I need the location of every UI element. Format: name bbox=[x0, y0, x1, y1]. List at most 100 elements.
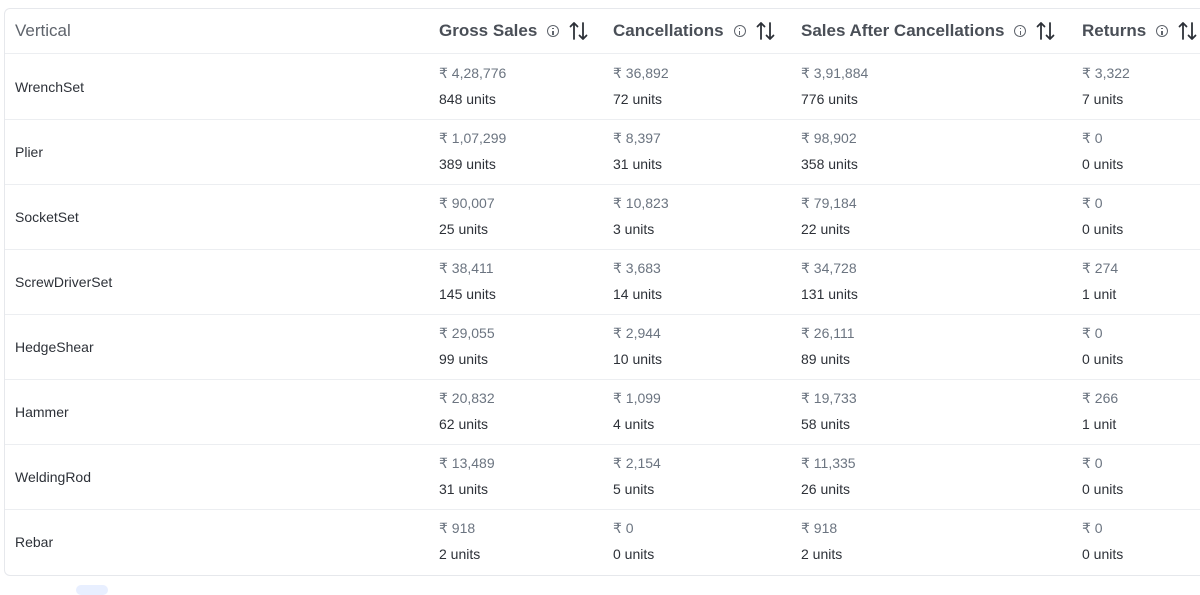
cancellations-units: 4 units bbox=[613, 416, 655, 432]
sales-after-cancellations-units: 89 units bbox=[801, 351, 851, 367]
sales-after-cancellations-units: 22 units bbox=[801, 221, 851, 237]
cancellations-amount: ₹ 0 bbox=[613, 520, 634, 536]
gross-sales-cell: ₹ 918 2 units bbox=[439, 519, 480, 563]
column-header-vertical: Vertical bbox=[15, 9, 71, 53]
vertical-name: WrenchSet bbox=[15, 78, 84, 95]
cancellations-cell: ₹ 8,397 31 units bbox=[613, 129, 662, 173]
cancellations-cell: ₹ 10,823 3 units bbox=[613, 194, 669, 238]
gross-sales-units: 31 units bbox=[439, 481, 489, 497]
cancellations-units: 72 units bbox=[613, 91, 663, 107]
gross-sales-cell: ₹ 29,055 99 units bbox=[439, 324, 495, 368]
column-header-cancellations[interactable]: Cancellations bbox=[613, 9, 776, 53]
gross-sales-cell: ₹ 90,007 25 units bbox=[439, 194, 495, 238]
returns-amount: ₹ 0 bbox=[1082, 195, 1103, 211]
sort-arrows-icon[interactable] bbox=[1036, 20, 1056, 42]
sales-after-cancellations-amount: ₹ 34,728 bbox=[801, 260, 857, 276]
gross-sales-amount: ₹ 918 bbox=[439, 520, 476, 536]
info-icon[interactable] bbox=[733, 25, 746, 37]
vertical-name: Rebar bbox=[15, 533, 54, 550]
sort-arrows-icon[interactable] bbox=[756, 20, 776, 42]
returns-cell: ₹ 0 0 units bbox=[1082, 129, 1123, 173]
info-icon[interactable] bbox=[1156, 25, 1169, 37]
table-row: WrenchSet ₹ 4,28,776 848 units ₹ 36,892 72… bbox=[5, 54, 1200, 120]
column-header-returns[interactable]: Returns bbox=[1082, 9, 1198, 53]
info-icon[interactable] bbox=[547, 25, 560, 37]
returns-units: 7 units bbox=[1082, 91, 1124, 107]
returns-amount: ₹ 0 bbox=[1082, 520, 1103, 536]
gross-sales-units: 99 units bbox=[439, 351, 489, 367]
vertical-name: WeldingRod bbox=[15, 468, 92, 485]
cancellations-amount: ₹ 1,099 bbox=[613, 390, 661, 406]
sales-after-cancellations-cell: ₹ 918 2 units bbox=[801, 519, 842, 563]
sales-after-cancellations-cell: ₹ 34,728 131 units bbox=[801, 259, 858, 303]
gross-sales-units: 62 units bbox=[439, 416, 489, 432]
column-header-returns-label: Returns bbox=[1082, 21, 1147, 40]
sales-after-cancellations-units: 358 units bbox=[801, 156, 858, 172]
cancellations-units: 3 units bbox=[613, 221, 655, 237]
returns-amount: ₹ 0 bbox=[1082, 130, 1103, 146]
sales-after-cancellations-units: 26 units bbox=[801, 481, 851, 497]
sort-arrows-icon[interactable] bbox=[1178, 20, 1198, 42]
gross-sales-cell: ₹ 38,411 145 units bbox=[439, 259, 496, 303]
gross-sales-units: 389 units bbox=[439, 156, 496, 172]
gross-sales-units: 145 units bbox=[439, 286, 496, 302]
sort-arrows-icon[interactable] bbox=[569, 20, 589, 42]
gross-sales-amount: ₹ 90,007 bbox=[439, 195, 495, 211]
cancellations-units: 0 units bbox=[613, 546, 655, 562]
gross-sales-amount: ₹ 29,055 bbox=[439, 325, 495, 341]
vertical-name: HedgeShear bbox=[15, 338, 94, 355]
cancellations-amount: ₹ 2,154 bbox=[613, 455, 661, 471]
sales-after-cancellations-cell: ₹ 3,91,884 776 units bbox=[801, 64, 868, 108]
gross-sales-cell: ₹ 20,832 62 units bbox=[439, 389, 495, 433]
returns-units: 0 units bbox=[1082, 481, 1124, 497]
cancellations-units: 31 units bbox=[613, 156, 663, 172]
table-header-row: Vertical Gross Sales Cancellations Sales… bbox=[5, 9, 1200, 54]
column-header-sales-after-cancellations[interactable]: Sales After Cancellations bbox=[801, 9, 1056, 53]
returns-units: 0 units bbox=[1082, 351, 1124, 367]
gross-sales-amount: ₹ 1,07,299 bbox=[439, 130, 507, 146]
sales-table: Vertical Gross Sales Cancellations Sales… bbox=[4, 8, 1200, 576]
column-header-gross-sales[interactable]: Gross Sales bbox=[439, 9, 589, 53]
returns-cell: ₹ 274 1 unit bbox=[1082, 259, 1118, 303]
sales-after-cancellations-units: 131 units bbox=[801, 286, 858, 302]
pagination-button[interactable] bbox=[76, 585, 108, 595]
sales-after-cancellations-amount: ₹ 79,184 bbox=[801, 195, 857, 211]
table-row: WeldingRod ₹ 13,489 31 units ₹ 2,154 5 uni… bbox=[5, 444, 1200, 510]
returns-units: 1 unit bbox=[1082, 416, 1117, 432]
cancellations-amount: ₹ 8,397 bbox=[613, 130, 661, 146]
table-row: Plier ₹ 1,07,299 389 units ₹ 8,397 31 unit… bbox=[5, 119, 1200, 185]
info-icon[interactable] bbox=[1014, 25, 1027, 37]
cancellations-units: 10 units bbox=[613, 351, 663, 367]
returns-amount: ₹ 274 bbox=[1082, 260, 1119, 276]
column-header-gross-sales-label: Gross Sales bbox=[439, 21, 538, 40]
table-row: SocketSet ₹ 90,007 25 units ₹ 10,823 3 uni… bbox=[5, 184, 1200, 250]
sales-after-cancellations-cell: ₹ 19,733 58 units bbox=[801, 389, 857, 433]
returns-amount: ₹ 0 bbox=[1082, 455, 1103, 471]
gross-sales-units: 848 units bbox=[439, 91, 496, 107]
sales-after-cancellations-amount: ₹ 19,733 bbox=[801, 390, 857, 406]
sales-after-cancellations-units: 58 units bbox=[801, 416, 851, 432]
sales-after-cancellations-cell: ₹ 98,902 358 units bbox=[801, 129, 858, 173]
column-header-vertical-label: Vertical bbox=[15, 21, 71, 40]
sales-after-cancellations-cell: ₹ 11,335 26 units bbox=[801, 454, 856, 498]
cancellations-amount: ₹ 36,892 bbox=[613, 65, 669, 81]
table-row: Rebar ₹ 918 2 units ₹ 0 0 units ₹ 918 2 uni… bbox=[5, 509, 1200, 574]
column-header-sales-after-cancellations-label: Sales After Cancellations bbox=[801, 21, 1005, 40]
returns-units: 0 units bbox=[1082, 156, 1124, 172]
cancellations-amount: ₹ 2,944 bbox=[613, 325, 661, 341]
vertical-name: Plier bbox=[15, 143, 44, 160]
returns-amount: ₹ 266 bbox=[1082, 390, 1119, 406]
gross-sales-amount: ₹ 20,832 bbox=[439, 390, 495, 406]
sales-after-cancellations-amount: ₹ 98,902 bbox=[801, 130, 857, 146]
gross-sales-units: 2 units bbox=[439, 546, 481, 562]
gross-sales-cell: ₹ 1,07,299 389 units bbox=[439, 129, 506, 173]
vertical-name: ScrewDriverSet bbox=[15, 273, 113, 290]
sales-after-cancellations-amount: ₹ 918 bbox=[801, 520, 838, 536]
returns-cell: ₹ 0 0 units bbox=[1082, 194, 1123, 238]
sales-after-cancellations-amount: ₹ 3,91,884 bbox=[801, 65, 869, 81]
cancellations-cell: ₹ 3,683 14 units bbox=[613, 259, 662, 303]
cancellations-units: 5 units bbox=[613, 481, 655, 497]
returns-amount: ₹ 0 bbox=[1082, 325, 1103, 341]
gross-sales-cell: ₹ 13,489 31 units bbox=[439, 454, 495, 498]
cancellations-cell: ₹ 0 0 units bbox=[613, 519, 654, 563]
